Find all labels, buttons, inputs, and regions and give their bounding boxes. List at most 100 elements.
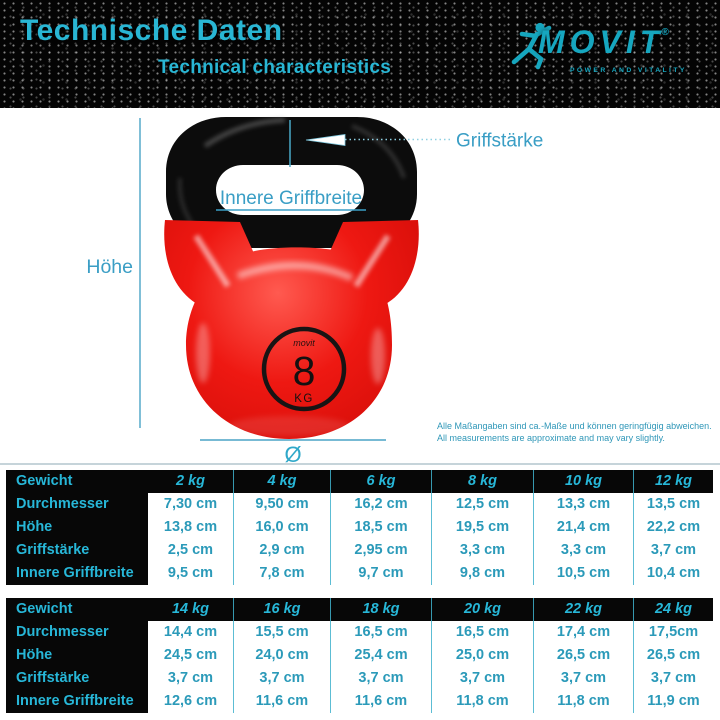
- page-title-en: Technical characteristics: [158, 57, 392, 78]
- weight-column-header: 24 kg: [633, 598, 713, 621]
- kettlebell-handle: [166, 117, 417, 248]
- kettlebell-weight-badge: movit 8 KG: [261, 326, 347, 412]
- value-cell: 3,7 cm: [148, 667, 233, 690]
- value-cell: 11,9 cm: [633, 690, 713, 713]
- weight-badge-value: 8: [293, 348, 316, 394]
- weight-column-header: 14 kg: [148, 598, 233, 621]
- weight-header-label: Gewicht: [6, 598, 148, 621]
- section-divider: [0, 463, 720, 465]
- value-cell: 19,5 cm: [431, 516, 533, 539]
- value-cell: 24,5 cm: [148, 644, 233, 667]
- stub-highlight: [353, 234, 391, 288]
- value-cell: 7,30 cm: [148, 493, 233, 516]
- value-cell: 2,95 cm: [330, 539, 431, 562]
- value-cell: 16,0 cm: [233, 516, 330, 539]
- row-label: Höhe: [6, 516, 148, 539]
- weight-column-header: 10 kg: [533, 470, 633, 493]
- value-cell: 13,8 cm: [148, 516, 233, 539]
- value-cell: 11,6 cm: [330, 690, 431, 713]
- value-cell: 21,4 cm: [533, 516, 633, 539]
- page-title-de: Technische Daten: [20, 14, 283, 47]
- value-cell: 3,7 cm: [431, 667, 533, 690]
- weight-badge-brand: movit: [293, 338, 315, 348]
- value-cell: 17,4 cm: [533, 621, 633, 644]
- value-cell: 16,2 cm: [330, 493, 431, 516]
- value-cell: 25,0 cm: [431, 644, 533, 667]
- movit-tagline: POWER AND VITALITY: [570, 67, 687, 74]
- weight-column-header: 4 kg: [233, 470, 330, 493]
- kettlebell-diagram: Höhe movit 8 KG Griffstärke In: [86, 117, 712, 464]
- movit-figure-icon: [511, 22, 552, 70]
- value-cell: 25,4 cm: [330, 644, 431, 667]
- value-cell: 16,5 cm: [431, 621, 533, 644]
- value-cell: 3,7 cm: [633, 667, 713, 690]
- value-cell: 11,6 cm: [233, 690, 330, 713]
- value-cell: 11,8 cm: [533, 690, 633, 713]
- handle-glint: [203, 117, 286, 149]
- value-cell: 26,5 cm: [533, 644, 633, 667]
- header-banner: Technische Daten Technical characteristi…: [0, 0, 720, 108]
- weight-badge-unit: KG: [294, 393, 314, 405]
- value-cell: 12,5 cm: [431, 493, 533, 516]
- value-cell: 10,4 cm: [633, 562, 713, 585]
- row-label: Durchmesser: [6, 493, 148, 516]
- stub-highlight: [193, 234, 231, 288]
- handle-glint: [177, 177, 194, 226]
- movit-brand-text: MOVIT: [538, 24, 665, 60]
- inner-grip-width-label: Innere Griffbreite: [220, 188, 362, 209]
- row-label: Griffstärke: [6, 539, 148, 562]
- weight-column-header: 8 kg: [431, 470, 533, 493]
- value-cell: 16,5 cm: [330, 621, 431, 644]
- value-cell: 18,5 cm: [330, 516, 431, 539]
- value-cell: 3,7 cm: [330, 667, 431, 690]
- value-cell: 9,8 cm: [431, 562, 533, 585]
- weight-header-label: Gewicht: [6, 470, 148, 493]
- value-cell: 22,2 cm: [633, 516, 713, 539]
- value-cell: 7,8 cm: [233, 562, 330, 585]
- value-cell: 9,5 cm: [148, 562, 233, 585]
- value-cell: 10,5 cm: [533, 562, 633, 585]
- body-glint: [196, 323, 210, 383]
- value-cell: 9,50 cm: [233, 493, 330, 516]
- movit-wordmark: MOVIT®: [538, 24, 669, 61]
- body-glint: [229, 416, 349, 436]
- value-cell: 15,5 cm: [233, 621, 330, 644]
- value-cell: 3,7 cm: [633, 539, 713, 562]
- value-cell: 24,0 cm: [233, 644, 330, 667]
- grip-thickness-label: Griffstärke: [456, 131, 543, 152]
- diameter-label: Ø: [284, 442, 301, 464]
- value-cell: 17,5cm: [633, 621, 713, 644]
- value-cell: 3,7 cm: [233, 667, 330, 690]
- weight-column-header: 12 kg: [633, 470, 713, 493]
- movit-logo: MOVIT® POWER AND VITALITY: [508, 20, 714, 82]
- weight-column-header: 16 kg: [233, 598, 330, 621]
- weight-column-header: 6 kg: [330, 470, 431, 493]
- value-cell: 12,6 cm: [148, 690, 233, 713]
- value-cell: 13,5 cm: [633, 493, 713, 516]
- disclaimer-en: All measurements are approximate and may…: [437, 433, 665, 443]
- handle-glint: [351, 124, 406, 179]
- row-label: Durchmesser: [6, 621, 148, 644]
- body-glint: [371, 328, 385, 384]
- value-cell: 3,3 cm: [431, 539, 533, 562]
- row-label: Griffstärke: [6, 667, 148, 690]
- row-label: Innere Griffbreite: [6, 562, 148, 585]
- weight-column-header: 2 kg: [148, 470, 233, 493]
- disclaimer-de: Alle Maßangaben sind ca.-Maße und können…: [437, 421, 712, 431]
- spec-table-1: Gewicht 2 kg 4 kg 6 kg 8 kg 10 kg 12 kg Durchme…: [6, 470, 713, 585]
- value-cell: 2,5 cm: [148, 539, 233, 562]
- value-cell: 9,7 cm: [330, 562, 431, 585]
- weight-column-header: 20 kg: [431, 598, 533, 621]
- row-label: Höhe: [6, 644, 148, 667]
- value-cell: 3,7 cm: [533, 667, 633, 690]
- weight-column-header: 22 kg: [533, 598, 633, 621]
- value-cell: 14,4 cm: [148, 621, 233, 644]
- height-label: Höhe: [86, 256, 133, 278]
- weight-column-header: 18 kg: [330, 598, 431, 621]
- body-highlight: [236, 262, 354, 282]
- row-label: Innere Griffbreite: [6, 690, 148, 713]
- spec-table-2: Gewicht 14 kg 16 kg 18 kg 20 kg 22 kg 24 kg Dur…: [6, 598, 713, 713]
- value-cell: 2,9 cm: [233, 539, 330, 562]
- value-cell: 3,3 cm: [533, 539, 633, 562]
